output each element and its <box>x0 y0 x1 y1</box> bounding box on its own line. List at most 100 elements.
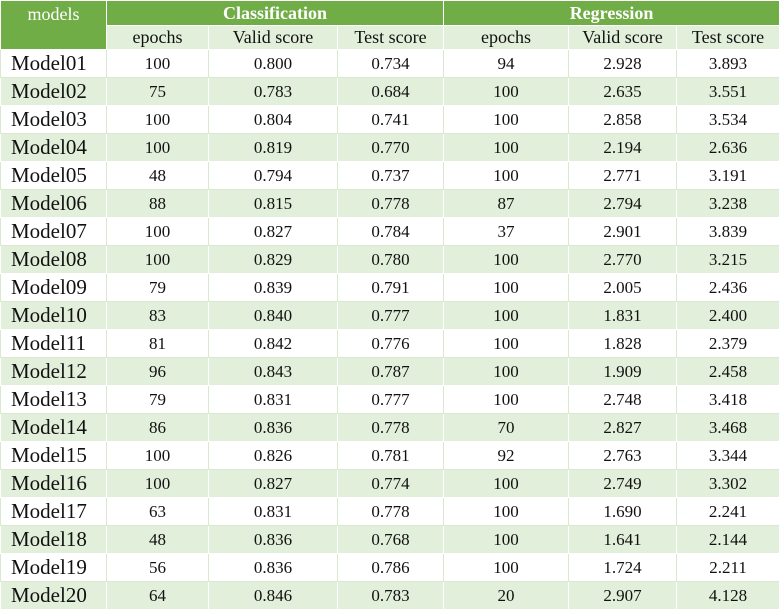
regression-test-score-cell: 3.534 <box>677 106 779 134</box>
classification-epochs-cell: 48 <box>107 162 209 190</box>
model-name-cell: Model20 <box>1 582 107 610</box>
model-name-cell: Model17 <box>1 498 107 526</box>
classification-valid-score-cell: 0.831 <box>209 386 338 414</box>
classification-valid-score-cell: 0.827 <box>209 470 338 498</box>
regression-valid-score-cell: 2.901 <box>569 218 677 246</box>
regression-test-score-cell: 3.344 <box>677 442 779 470</box>
classification-epochs-cell: 75 <box>107 78 209 106</box>
regression-test-score-cell: 2.436 <box>677 274 779 302</box>
regression-test-score-cell: 3.893 <box>677 50 779 78</box>
group-header-row: models Classification Regression <box>1 1 779 26</box>
regression-epochs-cell: 100 <box>444 358 569 386</box>
regression-valid-score-cell: 2.749 <box>569 470 677 498</box>
model-name-cell: Model02 <box>1 78 107 106</box>
regression-epochs-cell: 70 <box>444 414 569 442</box>
classification-epochs-cell: 79 <box>107 386 209 414</box>
classification-test-score-cell: 0.778 <box>338 498 444 526</box>
regression-test-score-cell: 2.458 <box>677 358 779 386</box>
classification-valid-score-header: Valid score <box>209 26 338 50</box>
regression-valid-score-cell: 1.831 <box>569 302 677 330</box>
regression-test-score-cell: 2.400 <box>677 302 779 330</box>
regression-epochs-cell: 92 <box>444 442 569 470</box>
classification-test-score-cell: 0.784 <box>338 218 444 246</box>
regression-test-score-cell: 2.144 <box>677 526 779 554</box>
regression-epochs-cell: 87 <box>444 190 569 218</box>
regression-test-score-cell: 3.238 <box>677 190 779 218</box>
model-name-cell: Model15 <box>1 442 107 470</box>
regression-epochs-cell: 100 <box>444 246 569 274</box>
regression-valid-score-cell: 2.005 <box>569 274 677 302</box>
regression-epochs-cell: 100 <box>444 106 569 134</box>
classification-test-score-cell: 0.777 <box>338 302 444 330</box>
regression-valid-score-cell: 2.194 <box>569 134 677 162</box>
classification-valid-score-cell: 0.819 <box>209 134 338 162</box>
model-name-cell: Model10 <box>1 302 107 330</box>
regression-epochs-cell: 100 <box>444 330 569 358</box>
regression-test-score-cell: 3.418 <box>677 386 779 414</box>
classification-test-score-cell: 0.778 <box>338 190 444 218</box>
regression-valid-score-header: Valid score <box>569 26 677 50</box>
model-name-cell: Model03 <box>1 106 107 134</box>
regression-epochs-cell: 100 <box>444 302 569 330</box>
regression-valid-score-cell: 1.909 <box>569 358 677 386</box>
regression-group-header: Regression <box>444 1 779 26</box>
model-name-cell: Model07 <box>1 218 107 246</box>
regression-epochs-cell: 20 <box>444 582 569 610</box>
regression-epochs-cell: 100 <box>444 470 569 498</box>
classification-epochs-cell: 100 <box>107 246 209 274</box>
model-name-cell: Model08 <box>1 246 107 274</box>
regression-valid-score-cell: 2.794 <box>569 190 677 218</box>
classification-epochs-cell: 79 <box>107 274 209 302</box>
regression-test-score-cell: 3.468 <box>677 414 779 442</box>
classification-valid-score-cell: 0.827 <box>209 218 338 246</box>
classification-valid-score-cell: 0.829 <box>209 246 338 274</box>
classification-epochs-cell: 100 <box>107 218 209 246</box>
classification-valid-score-cell: 0.836 <box>209 414 338 442</box>
regression-test-score-cell: 2.241 <box>677 498 779 526</box>
classification-epochs-cell: 83 <box>107 302 209 330</box>
classification-epochs-cell: 81 <box>107 330 209 358</box>
regression-epochs-cell: 100 <box>444 526 569 554</box>
model-name-cell: Model13 <box>1 386 107 414</box>
classification-epochs-cell: 88 <box>107 190 209 218</box>
classification-test-score-header: Test score <box>338 26 444 50</box>
classification-test-score-cell: 0.741 <box>338 106 444 134</box>
classification-test-score-cell: 0.776 <box>338 330 444 358</box>
classification-epochs-cell: 48 <box>107 526 209 554</box>
regression-epochs-cell: 100 <box>444 554 569 582</box>
classification-valid-score-cell: 0.840 <box>209 302 338 330</box>
classification-epochs-cell: 86 <box>107 414 209 442</box>
classification-epochs-cell: 64 <box>107 582 209 610</box>
classification-epochs-cell: 96 <box>107 358 209 386</box>
regression-test-score-cell: 3.551 <box>677 78 779 106</box>
model-name-cell: Model16 <box>1 470 107 498</box>
classification-epochs-cell: 63 <box>107 498 209 526</box>
regression-epochs-cell: 94 <box>444 50 569 78</box>
regression-test-score-cell: 3.215 <box>677 246 779 274</box>
classification-epochs-header: epochs <box>107 26 209 50</box>
model-name-cell: Model04 <box>1 134 107 162</box>
model-name-cell: Model19 <box>1 554 107 582</box>
classification-test-score-cell: 0.787 <box>338 358 444 386</box>
classification-epochs-cell: 100 <box>107 442 209 470</box>
regression-valid-score-cell: 1.690 <box>569 498 677 526</box>
classification-test-score-cell: 0.737 <box>338 162 444 190</box>
regression-epochs-cell: 100 <box>444 162 569 190</box>
model-name-cell: Model09 <box>1 274 107 302</box>
regression-valid-score-cell: 2.635 <box>569 78 677 106</box>
classification-valid-score-cell: 0.846 <box>209 582 338 610</box>
